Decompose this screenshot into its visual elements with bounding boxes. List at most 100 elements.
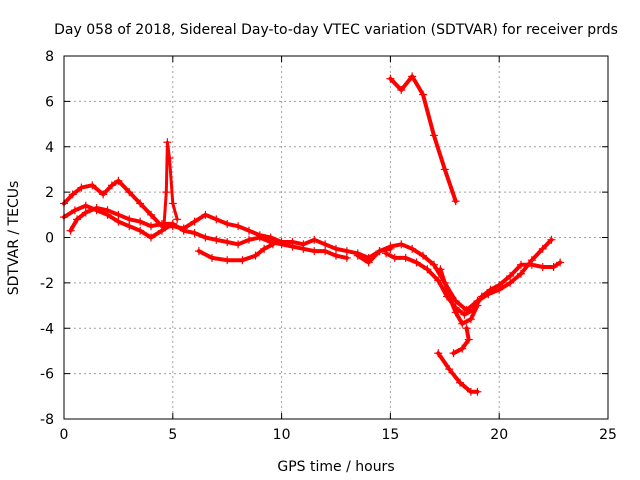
data-point <box>299 244 308 253</box>
data-point <box>147 222 156 231</box>
data-point <box>332 251 340 260</box>
data-point <box>66 226 75 235</box>
data-point <box>162 188 171 197</box>
y-tick-label: -6 <box>40 367 54 383</box>
data-point <box>223 256 232 265</box>
data-point <box>440 165 449 174</box>
data-point <box>99 190 108 199</box>
data-layer <box>60 72 565 396</box>
chart-title: Day 058 of 2018, Sidereal Day-to-day VTE… <box>54 22 618 38</box>
data-point <box>244 226 253 235</box>
data-point <box>477 292 486 301</box>
data-point <box>342 247 351 256</box>
data-point <box>556 258 565 267</box>
x-axis-label: GPS time / hours <box>277 459 394 475</box>
data-point <box>288 242 297 251</box>
data-point <box>538 244 547 253</box>
data-point <box>412 258 421 267</box>
data-point <box>251 251 260 260</box>
data-point <box>207 253 216 262</box>
data-point <box>255 233 264 242</box>
data-point <box>506 278 515 287</box>
data-point <box>73 215 82 224</box>
data-point <box>527 260 536 269</box>
data-point <box>547 235 556 244</box>
data-point <box>168 219 177 228</box>
data-point <box>165 154 174 163</box>
data-point <box>549 262 558 271</box>
data-point <box>445 292 454 301</box>
data-point <box>464 335 473 344</box>
data-point <box>125 215 134 224</box>
data-point <box>212 235 221 244</box>
data-point <box>538 262 547 271</box>
data-point <box>495 281 504 290</box>
data-point <box>449 349 458 358</box>
data-point <box>473 387 482 396</box>
y-tick-label: 4 <box>45 140 54 156</box>
data-point <box>310 247 319 256</box>
data-point <box>103 206 112 215</box>
data-point <box>201 210 210 219</box>
data-point <box>516 269 525 278</box>
data-point <box>419 251 428 260</box>
data-point <box>223 238 232 247</box>
data-point <box>160 219 169 228</box>
x-tick-label: 25 <box>599 427 617 443</box>
grid-lines <box>64 56 608 419</box>
data-point <box>458 344 467 353</box>
data-point <box>234 222 243 231</box>
data-point <box>201 233 210 242</box>
data-point <box>321 247 330 256</box>
data-point <box>429 260 438 269</box>
y-tick-label: 2 <box>45 185 54 201</box>
series-track-1 <box>62 178 393 260</box>
data-point <box>238 256 247 265</box>
data-point <box>382 249 391 258</box>
data-point <box>408 244 417 253</box>
data-point <box>277 240 286 249</box>
data-point <box>244 235 253 244</box>
data-point <box>451 197 460 206</box>
x-tick-label: 10 <box>273 427 291 443</box>
data-point <box>386 242 395 251</box>
data-point <box>107 181 116 190</box>
data-point <box>436 265 445 274</box>
y-tick-label: -2 <box>40 276 54 292</box>
data-point <box>458 319 467 328</box>
data-point <box>401 253 410 262</box>
data-point <box>234 240 243 249</box>
data-point <box>375 247 384 256</box>
y-tick-label: -4 <box>40 321 54 337</box>
data-point <box>260 244 269 253</box>
series-track-8 <box>436 351 480 394</box>
data-point <box>81 201 90 210</box>
data-point <box>190 228 199 237</box>
data-point <box>147 210 156 219</box>
y-tick-label: -8 <box>40 412 54 428</box>
data-point <box>114 217 123 226</box>
data-point <box>456 378 465 387</box>
data-point <box>168 199 177 208</box>
data-point <box>423 265 432 274</box>
data-point <box>147 233 156 242</box>
data-point <box>434 349 443 358</box>
data-point <box>386 74 395 83</box>
axis-ticks: 0 5 10 15 20 25 -8 -6 -4 -2 0 2 4 6 8 <box>40 49 617 443</box>
data-point <box>342 253 351 262</box>
data-point <box>179 226 188 235</box>
y-axis-label: SDTVAR / TECUs <box>6 181 22 296</box>
data-point <box>68 190 77 199</box>
data-point <box>397 86 406 95</box>
data-point <box>77 183 86 192</box>
data-point <box>451 308 460 317</box>
data-point <box>466 315 475 324</box>
data-point <box>419 90 428 99</box>
x-tick-label: 0 <box>60 427 69 443</box>
y-tick-label: 8 <box>45 49 54 65</box>
data-point <box>173 215 182 224</box>
data-point <box>473 301 482 310</box>
x-tick-label: 20 <box>490 427 508 443</box>
series-track-10 <box>451 326 471 356</box>
